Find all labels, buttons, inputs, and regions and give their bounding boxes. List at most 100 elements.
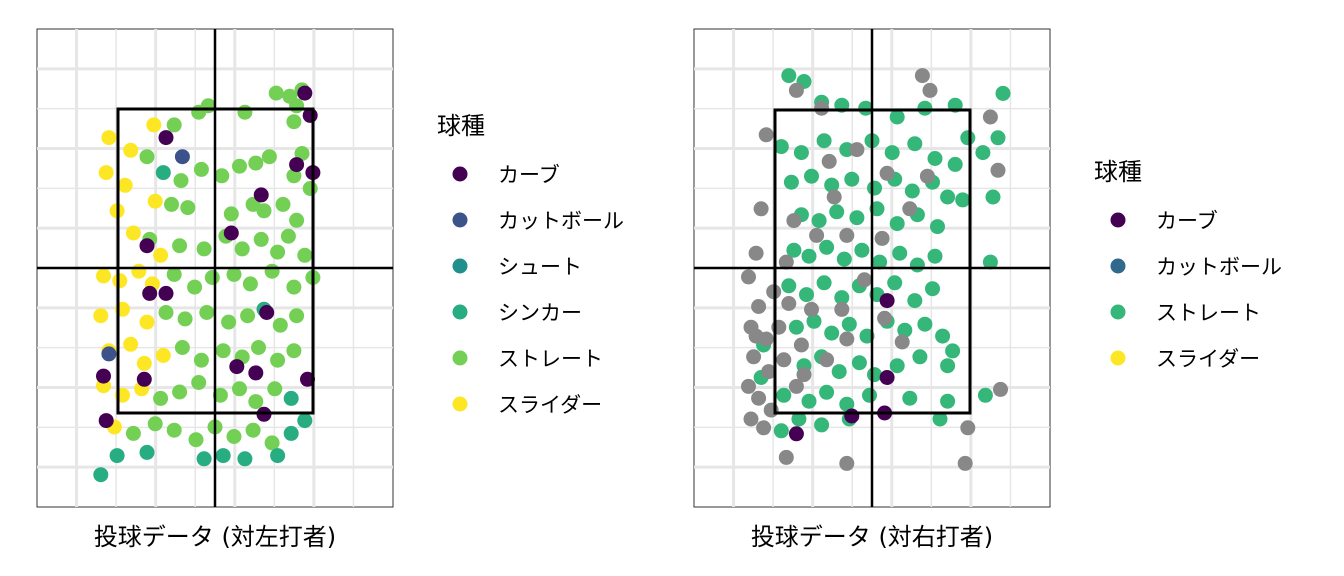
data-point <box>146 117 162 133</box>
data-point <box>158 285 174 301</box>
data-point <box>927 151 943 166</box>
data-point <box>783 174 799 190</box>
data-point <box>761 364 777 380</box>
data-point <box>844 408 860 424</box>
data-point <box>849 210 865 226</box>
data-point <box>862 387 877 403</box>
data-point <box>248 394 264 410</box>
data-point <box>824 325 840 341</box>
data-point <box>781 68 797 84</box>
data-point <box>935 328 951 344</box>
data-point <box>894 334 910 350</box>
data-point <box>289 308 305 324</box>
data-point <box>982 254 998 270</box>
data-point <box>902 390 918 406</box>
data-point <box>804 168 819 184</box>
legend-swatch <box>1110 212 1126 228</box>
data-point <box>267 381 283 397</box>
data-point <box>904 183 920 199</box>
data-point <box>196 241 212 257</box>
data-point <box>801 248 817 264</box>
data-point <box>804 301 819 317</box>
data-point <box>232 381 247 397</box>
data-point <box>932 411 948 427</box>
data-point <box>907 136 923 152</box>
data-point <box>251 340 266 355</box>
legend-swatch <box>452 350 468 366</box>
data-point <box>226 429 242 444</box>
data-point <box>297 413 313 429</box>
data-point <box>897 322 913 338</box>
data-point <box>839 227 855 243</box>
data-point <box>746 349 762 365</box>
data-point <box>748 245 764 261</box>
data-point <box>300 371 315 387</box>
data-point <box>867 367 882 383</box>
data-point <box>98 165 114 181</box>
legend-label: カットボール <box>498 209 624 233</box>
data-point <box>919 168 935 184</box>
data-point <box>788 82 804 98</box>
data-point <box>174 340 190 355</box>
legend-swatch <box>452 258 468 274</box>
data-point <box>819 384 835 400</box>
data-point <box>925 281 940 297</box>
data-point <box>814 417 830 433</box>
data-point <box>927 248 943 264</box>
data-point <box>155 165 171 181</box>
data-point <box>226 266 242 282</box>
legend-swatch <box>452 212 468 228</box>
legend-label: ストレート <box>1156 301 1261 325</box>
data-point <box>101 346 117 362</box>
data-point <box>889 358 905 374</box>
data-point <box>191 375 207 390</box>
data-point <box>814 100 830 116</box>
data-point <box>237 104 253 120</box>
legend-title: 球種 <box>437 112 485 140</box>
data-point <box>816 275 832 291</box>
legend-swatch <box>452 304 468 320</box>
data-point <box>259 305 275 320</box>
data-point <box>101 130 117 146</box>
data-point <box>914 68 930 84</box>
data-point <box>139 444 155 460</box>
data-point <box>834 301 850 317</box>
data-point <box>829 204 845 220</box>
data-point <box>940 358 956 374</box>
data-point <box>758 127 774 143</box>
data-point <box>214 168 230 184</box>
data-point <box>142 285 158 301</box>
data-point <box>240 308 256 324</box>
data-point <box>856 272 872 288</box>
data-point <box>212 387 228 403</box>
left-chart <box>36 28 394 508</box>
data-point <box>874 230 890 246</box>
data-point <box>788 378 804 394</box>
legend-label: スライダー <box>1156 347 1260 371</box>
legend-label: カーブ <box>1156 209 1218 233</box>
data-point <box>773 139 789 155</box>
data-point <box>922 82 938 98</box>
data-point <box>884 145 900 161</box>
data-point <box>261 149 277 165</box>
x-axis-label-left: 投球データ (対左打者) <box>94 523 336 551</box>
data-point <box>117 177 133 193</box>
data-point <box>256 203 272 219</box>
data-point <box>164 196 179 212</box>
data-point <box>139 238 155 254</box>
data-point <box>204 270 220 285</box>
data-point <box>280 228 296 244</box>
data-point <box>751 390 767 406</box>
data-point <box>960 130 976 146</box>
data-point <box>985 189 1001 205</box>
data-point <box>839 396 855 412</box>
right-chart <box>693 28 1051 508</box>
data-point <box>253 187 269 203</box>
data-point <box>166 266 182 282</box>
data-point <box>158 305 174 320</box>
data-point <box>826 189 842 205</box>
data-point <box>940 393 956 409</box>
data-point <box>957 455 973 471</box>
